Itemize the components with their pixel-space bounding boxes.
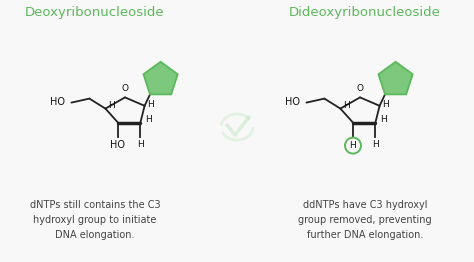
Text: H: H [137, 140, 144, 149]
Polygon shape [378, 62, 413, 94]
Text: HO: HO [110, 140, 126, 150]
Text: H: H [147, 100, 155, 109]
Text: Deoxyribonucleoside: Deoxyribonucleoside [25, 6, 165, 19]
Text: H: H [146, 115, 152, 124]
Polygon shape [144, 62, 178, 94]
Text: H: H [372, 140, 379, 149]
Text: H: H [109, 101, 115, 110]
Text: H: H [381, 115, 387, 124]
Text: H: H [343, 101, 350, 110]
Text: Dideoxyribonucleoside: Dideoxyribonucleoside [289, 6, 441, 19]
Text: H: H [350, 141, 356, 150]
Text: O: O [121, 84, 128, 93]
Text: ddNTPs have C3 hydroxyl
group removed, preventing
further DNA elongation.: ddNTPs have C3 hydroxyl group removed, p… [298, 200, 432, 240]
Text: H: H [383, 100, 389, 109]
Text: dNTPs still contains the C3
hydroxyl group to initiate
DNA elongation.: dNTPs still contains the C3 hydroxyl gro… [30, 200, 160, 240]
Text: HO: HO [285, 97, 301, 107]
Text: O: O [356, 84, 364, 93]
Text: HO: HO [50, 97, 65, 107]
